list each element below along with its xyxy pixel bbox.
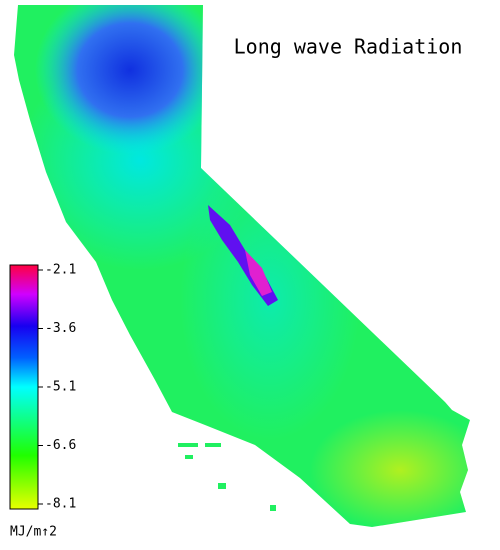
colorbar-tick-label: -2.1 [45, 263, 76, 278]
colorbar-tick-label: -3.6 [45, 321, 76, 336]
channel-islands [178, 443, 276, 511]
colorbar [9, 264, 39, 510]
map-title: Long wave Radiation [234, 35, 463, 59]
colorbar-tick-label: -5.1 [45, 380, 76, 395]
colorbar-tick-label: -6.6 [45, 438, 76, 453]
colorbar-tick-label: -8.1 [45, 497, 76, 512]
colorbar-unit: MJ/m↑2 [10, 525, 57, 540]
